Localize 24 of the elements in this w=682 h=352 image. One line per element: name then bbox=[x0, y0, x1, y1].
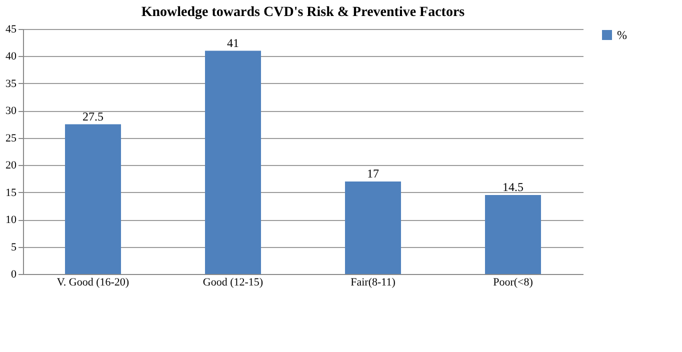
y-tick-label: 45 bbox=[6, 24, 17, 36]
x-tick-label: Poor(<8) bbox=[493, 276, 534, 288]
y-tick-label: 35 bbox=[6, 78, 17, 90]
y-tick-label: 30 bbox=[6, 105, 17, 118]
x-tick-label: Fair(8-11) bbox=[350, 276, 396, 288]
x-tick-label: V. Good (16-20) bbox=[56, 276, 130, 288]
y-tick-label: 5 bbox=[11, 241, 17, 254]
y-tick-label: 40 bbox=[6, 50, 17, 63]
bar bbox=[65, 124, 121, 274]
data-label: 14.5 bbox=[502, 180, 524, 194]
bar bbox=[205, 50, 261, 274]
legend-label: % bbox=[617, 28, 627, 42]
chart-title: Knowledge towards CVD's Risk & Preventive Factors bbox=[141, 5, 466, 20]
data-label: 17 bbox=[367, 166, 379, 180]
y-tick-label: 20 bbox=[6, 160, 17, 172]
bar bbox=[345, 181, 401, 274]
y-tick-label: 10 bbox=[6, 214, 17, 226]
bar bbox=[485, 195, 541, 274]
y-tick-label: 25 bbox=[6, 132, 17, 144]
data-label: 41 bbox=[227, 36, 239, 50]
x-tick-label: Good (12-15) bbox=[202, 276, 264, 288]
y-tick-label: 15 bbox=[6, 186, 17, 199]
y-tick-label: 0 bbox=[11, 268, 17, 280]
data-label: 27.5 bbox=[82, 109, 104, 124]
